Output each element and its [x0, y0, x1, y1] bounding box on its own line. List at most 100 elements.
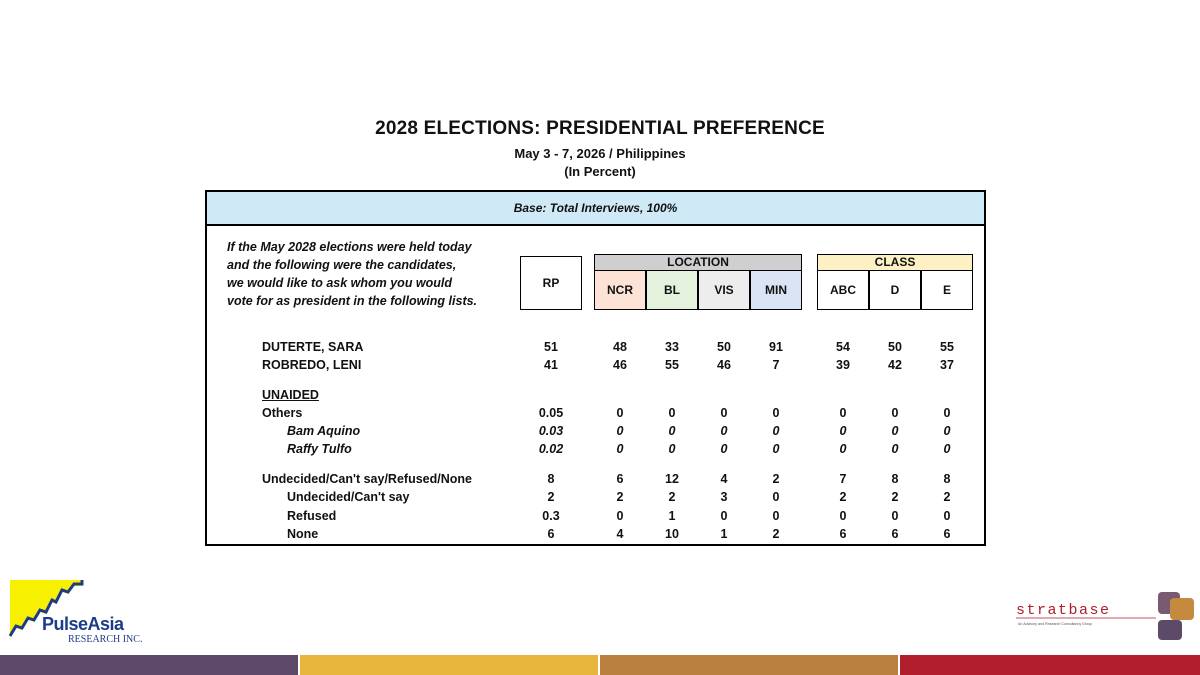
cell-vis: 0 — [720, 406, 728, 420]
table-row: DUTERTE, SARA 51 48 33 50 91 54 50 55 — [207, 340, 984, 358]
cell-min: 0 — [772, 406, 780, 420]
header-min: MIN — [750, 270, 802, 310]
cell-vis: 3 — [720, 490, 728, 504]
cell-e: 8 — [943, 472, 951, 486]
row-label: DUTERTE, SARA — [262, 340, 364, 354]
cell-min: 0 — [772, 442, 780, 456]
cell-ncr: 0 — [616, 406, 624, 420]
row-label: Undecided/Can't say/Refused/None — [262, 472, 472, 486]
cell-bl: 55 — [665, 358, 679, 372]
cell-ncr: 2 — [616, 490, 624, 504]
cell-ncr: 48 — [613, 340, 627, 354]
cell-e: 6 — [943, 527, 951, 541]
cell-e: 2 — [943, 490, 951, 504]
cell-abc: 54 — [836, 340, 850, 354]
cell-min: 7 — [772, 358, 780, 372]
cell-bl: 33 — [665, 340, 679, 354]
cell-d: 0 — [891, 509, 899, 523]
cell-vis: 50 — [717, 340, 731, 354]
table-row: ROBREDO, LENI 41 46 55 46 7 39 42 37 — [207, 358, 984, 376]
question-line: and the following were the candidates, — [227, 258, 457, 272]
row-label: Undecided/Can't say — [287, 490, 410, 504]
table-row: Undecided/Can't say/Refused/None 8 6 12 … — [207, 472, 984, 490]
cell-bl: 12 — [665, 472, 679, 486]
cell-vis: 0 — [720, 424, 728, 438]
cell-ncr: 0 — [616, 442, 624, 456]
table-row: Bam Aquino 0.03 0 0 0 0 0 0 0 — [207, 424, 984, 442]
cell-bl: 1 — [668, 509, 676, 523]
cell-d: 6 — [891, 527, 899, 541]
cell-bl: 2 — [668, 490, 676, 504]
pulseasia-logo: PulseAsia RESEARCH INC. — [8, 578, 158, 646]
cell-abc: 0 — [839, 424, 847, 438]
cell-min: 2 — [772, 472, 780, 486]
table-row: Undecided/Can't say 2 2 2 3 0 2 2 2 — [207, 490, 984, 508]
cell-abc: 2 — [839, 490, 847, 504]
footer-band-brown — [600, 655, 898, 675]
cell-ncr: 4 — [616, 527, 624, 541]
cell-abc: 39 — [836, 358, 850, 372]
cell-ncr: 46 — [613, 358, 627, 372]
row-label: Raffy Tulfo — [287, 442, 352, 456]
header-vis: VIS — [698, 270, 750, 310]
cell-rp: 2 — [547, 490, 555, 504]
stratbase-tagline: An Advisory and Research Consultancy Gro… — [1018, 622, 1092, 626]
cell-e: 0 — [943, 406, 951, 420]
cell-abc: 0 — [839, 442, 847, 456]
table-row: Raffy Tulfo 0.02 0 0 0 0 0 0 0 — [207, 442, 984, 460]
cell-bl: 0 — [668, 424, 676, 438]
pulseasia-subname: RESEARCH INC. — [68, 634, 142, 645]
cell-abc: 6 — [839, 527, 847, 541]
cell-d: 8 — [891, 472, 899, 486]
cell-d: 2 — [891, 490, 899, 504]
cell-rp: 0.05 — [538, 406, 564, 420]
cell-ncr: 0 — [616, 509, 624, 523]
stratbase-logo-graphic: stratbase An Advisory and Research Consu… — [1016, 592, 1194, 640]
cell-ncr: 6 — [616, 472, 624, 486]
cell-vis: 0 — [720, 442, 728, 456]
cell-bl: 0 — [668, 442, 676, 456]
footer-band-purple — [0, 655, 298, 675]
cell-e: 0 — [943, 509, 951, 523]
cell-rp: 41 — [544, 358, 558, 372]
cell-vis: 46 — [717, 358, 731, 372]
page-subtitle: May 3 - 7, 2026 / Philippines — [514, 146, 686, 161]
pulseasia-name: PulseAsia — [42, 614, 125, 634]
cell-abc: 0 — [839, 406, 847, 420]
question-line: If the May 2028 elections were held toda… — [227, 240, 472, 254]
question-text: If the May 2028 elections were held toda… — [227, 238, 527, 310]
title-block: 2028 ELECTIONS: PRESIDENTIAL PREFERENCE … — [0, 118, 1200, 179]
table-row: None 6 4 10 1 2 6 6 6 — [207, 527, 984, 545]
cell-rp: 0.3 — [542, 509, 560, 523]
header-class: CLASS — [817, 254, 973, 271]
cell-d: 0 — [891, 406, 899, 420]
cell-min: 91 — [769, 340, 783, 354]
cell-rp: 6 — [547, 527, 555, 541]
cell-abc: 7 — [839, 472, 847, 486]
question-line: we would like to ask whom you would — [227, 276, 453, 290]
row-label: Refused — [287, 509, 337, 523]
cell-min: 2 — [772, 527, 780, 541]
cell-d: 0 — [891, 424, 899, 438]
unit-note: (In Percent) — [564, 164, 636, 179]
cell-ncr: 0 — [616, 424, 624, 438]
cell-d: 50 — [888, 340, 902, 354]
row-label: Bam Aquino — [287, 424, 361, 438]
header-abc: ABC — [817, 270, 869, 310]
question-line: vote for as president in the following l… — [227, 294, 478, 308]
row-label: None — [287, 527, 319, 541]
cell-vis: 4 — [720, 472, 728, 486]
cell-min: 0 — [772, 490, 780, 504]
cell-bl: 0 — [668, 406, 676, 420]
cell-rp: 8 — [547, 472, 555, 486]
footer-band-yellow — [300, 655, 598, 675]
section-header: UNAIDED — [207, 388, 984, 406]
stratbase-name: stratbase — [1016, 602, 1111, 619]
cell-d: 0 — [891, 442, 899, 456]
pulseasia-logo-graphic: PulseAsia RESEARCH INC. — [8, 580, 142, 645]
cell-rp: 0.03 — [538, 424, 564, 438]
cell-e: 0 — [943, 442, 951, 456]
table-row: Refused 0.3 0 1 0 0 0 0 0 — [207, 509, 984, 527]
cell-bl: 10 — [665, 527, 679, 541]
cell-e: 55 — [940, 340, 954, 354]
